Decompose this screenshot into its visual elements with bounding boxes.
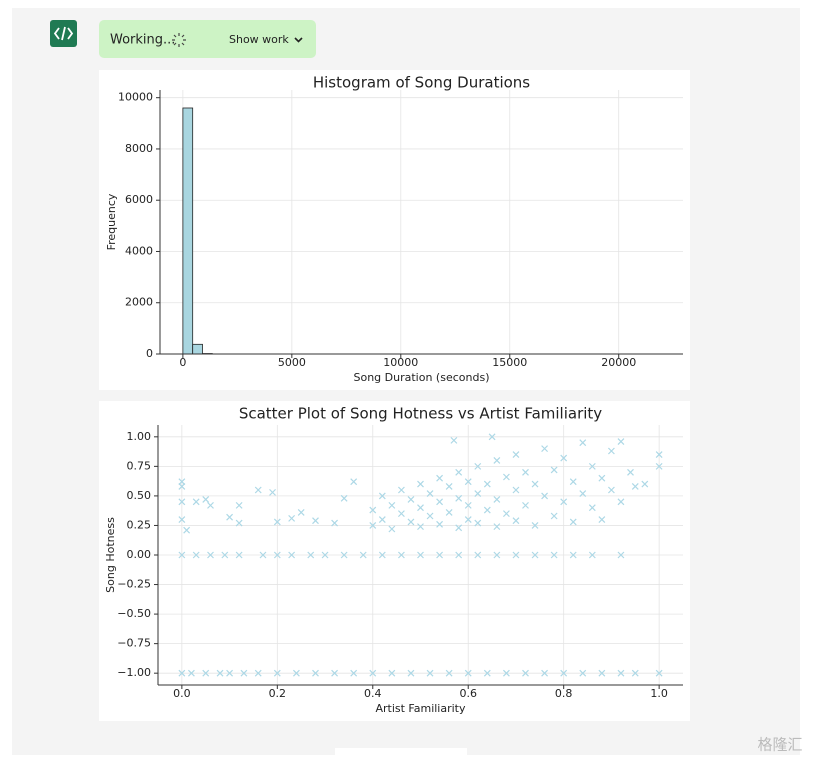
y-axis-label: Frequency (105, 193, 118, 250)
bottom-tab (335, 748, 467, 764)
y-tick-label: 0.25 (127, 518, 152, 531)
y-tick-label: 1.00 (127, 430, 152, 443)
y-tick-label: −0.75 (117, 637, 151, 650)
y-tick-label: 0.00 (127, 548, 152, 561)
chart-title: Histogram of Song Durations (313, 74, 530, 92)
x-tick-label: 1.0 (650, 687, 668, 700)
x-axis-label: Artist Familiarity (375, 702, 466, 715)
status-text: Working... (110, 33, 175, 48)
y-tick-label: 0.50 (127, 489, 152, 502)
x-tick-label: 20000 (601, 356, 636, 369)
show-work-button[interactable]: Show work (229, 33, 289, 46)
watermark: 格隆汇 (757, 736, 802, 754)
x-tick-label: 15000 (492, 356, 527, 369)
x-tick-label: 0.2 (269, 687, 287, 700)
y-tick-label: 6000 (125, 193, 153, 206)
chart-title: Scatter Plot of Song Hotness vs Artist F… (239, 405, 602, 423)
y-tick-label: −0.50 (117, 607, 151, 620)
x-tick-label: 0.6 (459, 687, 477, 700)
y-tick-label: 0 (146, 347, 153, 360)
y-axis-label: Song Hotness (104, 517, 117, 593)
x-tick-label: 0.4 (364, 687, 382, 700)
bar (193, 344, 203, 354)
x-tick-label: 5000 (278, 356, 306, 369)
y-tick-label: 8000 (125, 142, 153, 155)
bar (183, 108, 193, 354)
y-tick-label: 0.75 (127, 459, 152, 472)
x-axis-label: Song Duration (seconds) (354, 371, 490, 384)
y-tick-label: −0.25 (117, 578, 151, 591)
y-tick-label: 2000 (125, 296, 153, 309)
x-tick-label: 0.0 (173, 687, 191, 700)
x-tick-label: 0 (179, 356, 186, 369)
y-tick-label: 4000 (125, 244, 153, 257)
x-tick-label: 10000 (383, 356, 418, 369)
y-tick-label: −1.00 (117, 666, 151, 679)
y-tick-label: 10000 (118, 91, 153, 104)
x-tick-label: 0.8 (555, 687, 573, 700)
